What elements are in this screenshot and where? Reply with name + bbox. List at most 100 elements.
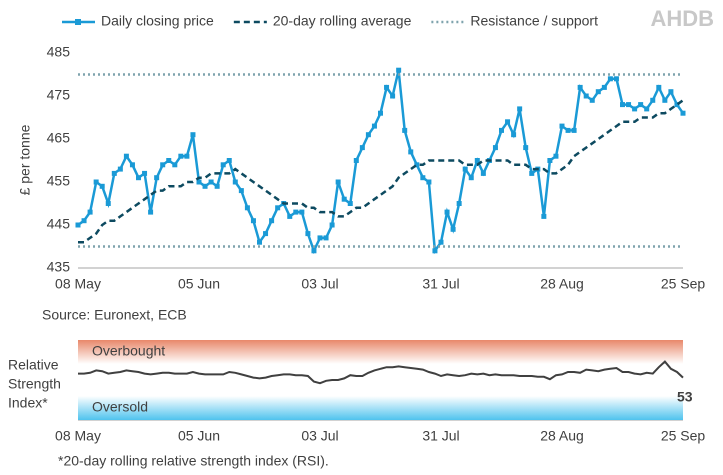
marker	[81, 218, 87, 224]
marker	[444, 209, 450, 215]
marker	[589, 97, 595, 103]
marker	[75, 222, 81, 228]
marker	[105, 201, 111, 206]
marker	[244, 205, 250, 211]
legend-label: Daily closing price	[101, 13, 214, 29]
rsi-label: Index*	[8, 395, 48, 411]
marker	[571, 127, 577, 133]
marker	[317, 235, 323, 241]
marker	[553, 153, 559, 159]
marker	[287, 213, 293, 219]
x-tick-label: 03 Jul	[301, 428, 338, 444]
marker	[668, 89, 674, 95]
marker	[565, 127, 571, 133]
zone-label: Oversold	[92, 399, 148, 415]
marker	[511, 132, 517, 138]
marker	[656, 84, 662, 90]
x-tick-label: 31 Jul	[422, 428, 459, 444]
zone	[78, 396, 683, 420]
marker	[384, 84, 390, 90]
source: Source: Euronext, ECB	[42, 307, 187, 323]
x-tick-label: 05 Jun	[178, 276, 220, 292]
y-tick-label: 465	[47, 130, 71, 146]
marker	[426, 179, 432, 185]
rsi-label: Relative	[8, 357, 59, 373]
marker	[499, 127, 504, 133]
marker	[323, 235, 329, 241]
marker	[680, 110, 686, 116]
logo: AHDB	[650, 6, 714, 31]
marker	[160, 162, 166, 168]
marker	[299, 209, 305, 215]
last-value-label: 53	[677, 388, 693, 404]
marker	[607, 76, 613, 82]
marker	[390, 93, 396, 99]
marker	[408, 149, 414, 155]
marker	[620, 102, 625, 108]
marker	[583, 93, 589, 99]
x-tick-label: 05 Jun	[178, 428, 220, 444]
marker	[365, 132, 371, 138]
marker	[632, 106, 638, 112]
marker	[311, 248, 317, 254]
marker	[577, 84, 583, 90]
marker	[263, 231, 269, 237]
marker	[480, 170, 486, 176]
marker	[613, 76, 619, 82]
marker	[220, 162, 226, 168]
marker	[329, 222, 335, 228]
marker	[420, 175, 426, 181]
marker	[117, 166, 123, 172]
marker	[601, 84, 607, 90]
marker	[341, 196, 347, 202]
footnote: *20-day rolling relative strength index …	[58, 453, 329, 469]
x-tick-label: 03 Jul	[301, 276, 338, 292]
marker	[626, 102, 632, 108]
marker	[378, 110, 383, 116]
marker	[523, 145, 529, 151]
marker	[396, 67, 402, 73]
marker	[166, 158, 172, 163]
x-tick-label: 25 Sep	[661, 276, 706, 292]
x-tick-label: 28 Aug	[540, 276, 584, 292]
x-tick-label: 25 Sep	[661, 428, 706, 444]
marker	[662, 97, 668, 103]
marker	[462, 166, 468, 172]
x-tick-label: 31 Jul	[422, 276, 459, 292]
marker	[275, 205, 281, 211]
marker	[123, 153, 129, 159]
marker	[529, 170, 535, 176]
marker	[595, 89, 601, 95]
marker	[674, 102, 680, 108]
zone	[78, 340, 683, 364]
marker	[99, 183, 105, 189]
marker	[414, 162, 420, 168]
marker	[154, 175, 160, 181]
marker	[517, 106, 523, 112]
marker	[505, 119, 511, 125]
marker	[178, 153, 184, 159]
marker	[559, 123, 565, 129]
marker	[371, 123, 377, 129]
marker	[148, 209, 154, 215]
x-tick-label: 28 Aug	[540, 428, 584, 444]
marker	[450, 226, 456, 232]
marker	[208, 179, 214, 185]
marker	[468, 175, 474, 181]
x-tick-label: 08 May	[55, 428, 101, 444]
x-tick-label: 08 May	[55, 276, 101, 292]
y-tick-label: 435	[47, 259, 71, 275]
marker	[190, 132, 196, 138]
marker	[547, 158, 553, 163]
marker	[238, 188, 244, 194]
marker	[353, 158, 359, 163]
marker	[359, 145, 365, 151]
marker	[202, 183, 208, 189]
marker	[638, 102, 644, 108]
marker	[214, 183, 220, 189]
legend-label: 20-day rolling average	[273, 13, 412, 29]
marker	[232, 179, 238, 185]
marker	[87, 209, 93, 215]
